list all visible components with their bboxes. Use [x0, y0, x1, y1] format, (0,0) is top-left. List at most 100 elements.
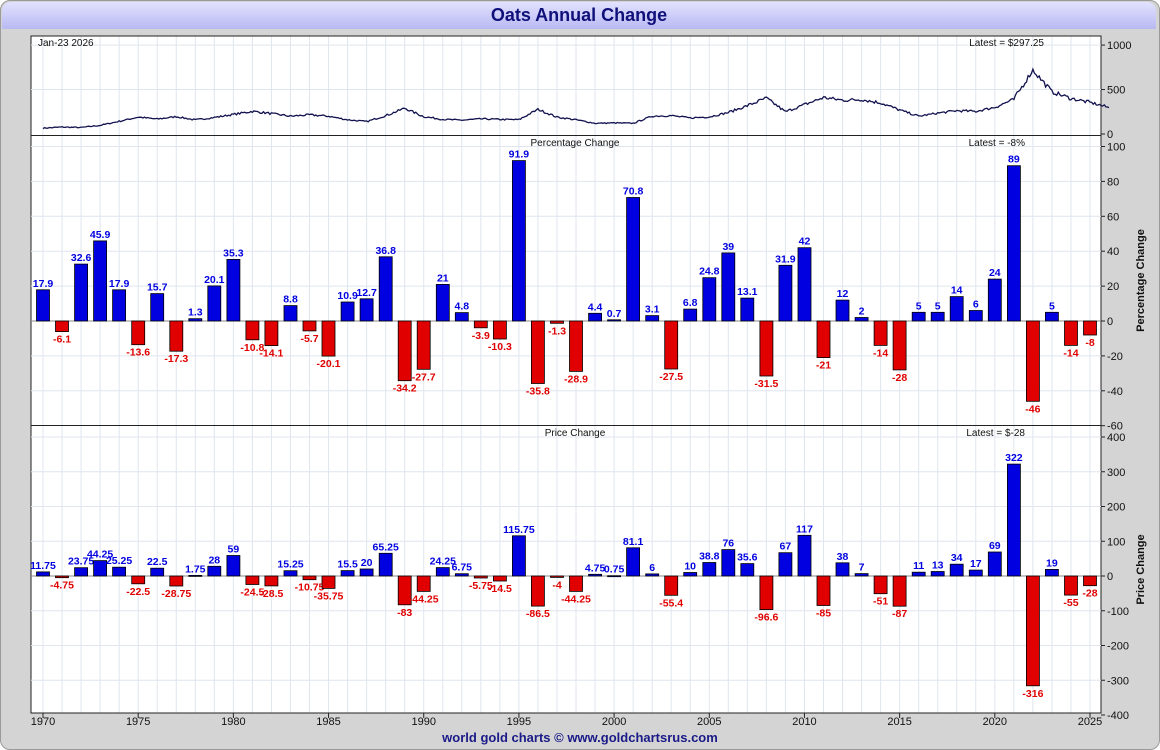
data-label: 24.25: [430, 556, 456, 568]
bar-2023: [1045, 311, 1059, 322]
data-label: -316: [1022, 688, 1043, 700]
data-label: 117: [796, 523, 813, 535]
data-label: -6.1: [53, 334, 71, 346]
data-label: 5: [916, 300, 922, 312]
data-label: 6.8: [683, 297, 698, 309]
bar-1982: [264, 320, 279, 347]
bar-2007: [740, 297, 755, 322]
y-tick-label: 0: [1107, 129, 1113, 141]
bar-1973: [93, 560, 107, 577]
data-label: 4.8: [454, 301, 469, 313]
y-tick-label: 80: [1107, 176, 1119, 188]
data-label: 67: [780, 541, 792, 553]
data-label: 81.1: [623, 536, 644, 548]
bar-2003: [664, 575, 679, 596]
data-label: 5: [1049, 300, 1055, 312]
bar-1994: [492, 320, 507, 340]
bar-2012: [835, 299, 850, 322]
bar-1970: [36, 289, 50, 322]
data-label: -20.1: [317, 358, 341, 370]
data-label: -51: [873, 596, 888, 608]
data-label: -14: [873, 347, 888, 359]
data-label: -85: [816, 608, 831, 620]
bar-2006: [721, 549, 736, 577]
bar-1991: [435, 283, 450, 322]
y-tick-label: 500: [1107, 85, 1125, 97]
y-tick-label: 0: [1107, 316, 1113, 328]
bar-1974: [112, 566, 126, 577]
bar-1996: [531, 575, 545, 607]
y-tick-label: -60: [1107, 421, 1123, 433]
bar-1977: [169, 320, 184, 352]
bar-2008: [759, 320, 774, 377]
data-label: 25.25: [106, 555, 132, 567]
data-label: 34: [951, 552, 963, 564]
data-label: -55: [1063, 597, 1078, 609]
bar-2016: [911, 311, 926, 322]
bar-1993: [473, 320, 488, 329]
bar-1997: [550, 575, 564, 578]
y-tick-label: 100: [1107, 536, 1125, 548]
bar-1978: [188, 318, 203, 322]
data-label: -27.7: [412, 371, 436, 383]
bar-2001: [626, 547, 640, 577]
data-label: 59: [228, 544, 240, 556]
data-label: 12.7: [356, 287, 377, 299]
bar-1989: [397, 575, 412, 606]
data-label: 17.9: [33, 278, 54, 290]
data-label: -35.8: [526, 386, 550, 398]
bar-1998: [569, 320, 583, 372]
data-label: -28: [892, 372, 907, 384]
x-tick-label: 1980: [221, 716, 245, 728]
data-label: -10.3: [488, 341, 512, 353]
data-label: 35.6: [737, 552, 758, 564]
bar-2006: [721, 252, 736, 322]
data-label: 2: [859, 306, 865, 318]
bar-1994: [492, 575, 507, 582]
bar-2009: [778, 264, 793, 322]
date-label: Jan-23 2026: [38, 38, 94, 49]
data-label: 8.8: [283, 294, 298, 306]
bar-2003: [664, 320, 679, 370]
data-label: 10: [684, 561, 696, 573]
data-label: 3.1: [645, 304, 660, 316]
data-label: -14.5: [488, 583, 512, 595]
data-label: 21: [437, 272, 449, 284]
bar-1999: [588, 312, 602, 322]
bar-2023: [1045, 569, 1059, 577]
bar-2024: [1064, 575, 1078, 596]
bar-2004: [683, 572, 698, 577]
data-label: -5.7: [300, 333, 318, 345]
data-label: 4.75: [585, 562, 606, 574]
data-label: -14: [1063, 347, 1078, 359]
data-label: -28.75: [161, 588, 191, 600]
latest-label: Latest = -8%: [969, 138, 1026, 149]
y-tick-label: 100: [1107, 142, 1125, 154]
y-tick-label: 0: [1107, 571, 1113, 583]
data-label: -34.2: [393, 383, 417, 395]
data-label: 91.9: [509, 149, 530, 161]
x-tick-label: 2015: [887, 716, 911, 728]
bar-2013: [854, 317, 869, 322]
bar-2007: [740, 563, 755, 577]
data-label: 44.25: [87, 549, 113, 561]
bar-1979: [207, 285, 222, 322]
bar-2020: [987, 278, 1002, 322]
bar-1980: [226, 555, 241, 577]
bar-2022: [1026, 320, 1040, 402]
bar-2017: [930, 311, 945, 322]
x-tick-label: 2005: [697, 716, 721, 728]
bar-1986: [340, 570, 355, 577]
data-label: -55.4: [659, 597, 683, 609]
data-label: -8: [1085, 337, 1094, 349]
bar-2010: [797, 247, 812, 322]
bar-1984: [302, 575, 317, 581]
bar-1999: [588, 573, 602, 577]
data-label: 115.75: [503, 524, 535, 536]
bar-2010: [797, 534, 812, 577]
plot-background: [31, 36, 1101, 713]
data-label: -24.5: [240, 587, 264, 599]
bar-2009: [778, 552, 793, 577]
data-label: 39: [722, 241, 734, 253]
bar-2021: [1007, 165, 1021, 322]
